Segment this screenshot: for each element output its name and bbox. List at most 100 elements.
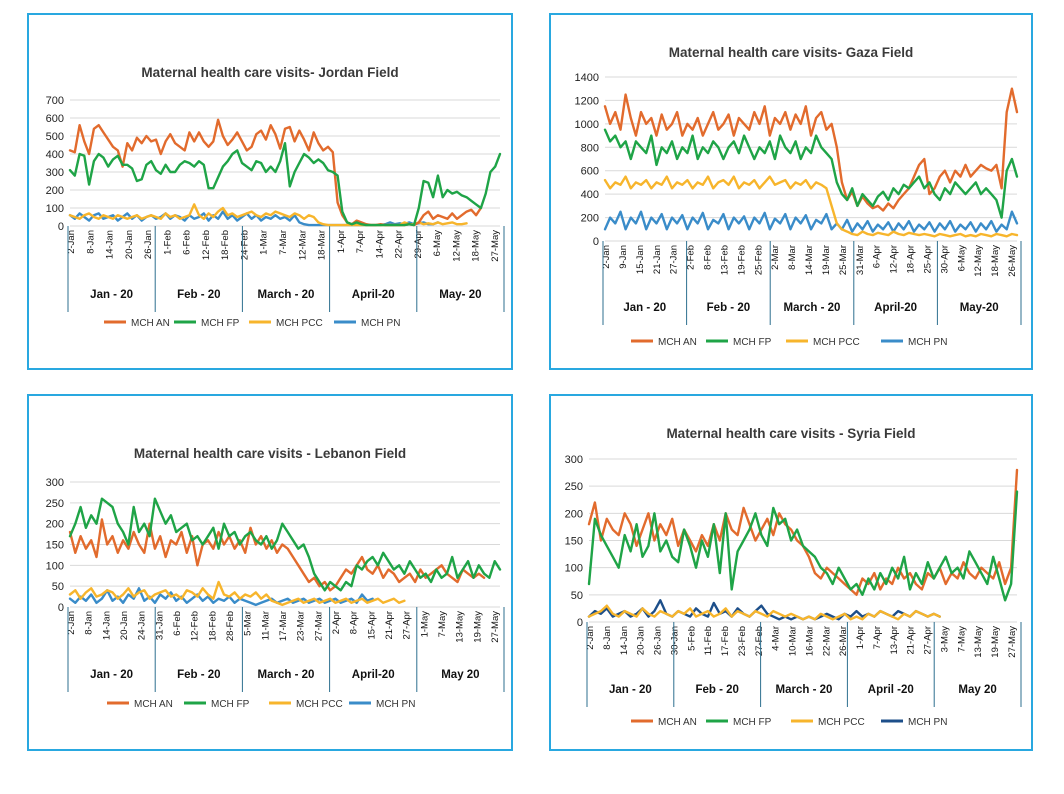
x-tick-label: 9-Jan: [618, 245, 629, 269]
series-line-mch-pcc: [68, 580, 406, 607]
series-line-mch-an: [587, 468, 1019, 597]
x-tick-label: 18-Feb: [207, 611, 218, 641]
x-tick-label: 22-Mar: [821, 626, 832, 656]
x-tick-label: 27-Apr: [402, 611, 413, 640]
x-tick-label: 27-May: [490, 230, 501, 262]
series-line-mch-pcc: [603, 175, 1019, 238]
legend-label: MCH AN: [134, 699, 173, 710]
x-tick-label: 24-Feb: [239, 230, 250, 260]
legend-label: MCH FP: [733, 337, 772, 348]
x-tick-label: 8-Mar: [787, 245, 798, 270]
y-tick-label: 0: [577, 617, 583, 629]
panel-lebanon: Maternal health care visits - Lebanon Fi…: [27, 394, 513, 751]
x-tick-label: 8-Jan: [84, 611, 95, 635]
x-tick-label: 25-Apr: [922, 245, 933, 274]
x-tick-label: 6-May: [432, 230, 443, 257]
panel-syria: Maternal health care visits - Syria Fiel…: [549, 394, 1033, 751]
x-tick-label: 12-Feb: [201, 230, 212, 260]
x-tick-label: 26-Jan: [143, 230, 154, 259]
x-tick-label: 5-Feb: [686, 626, 697, 651]
x-tick-label: 24-Jan: [137, 611, 148, 640]
x-tick-label: 1-Feb: [162, 230, 173, 255]
legend-label: MCH FP: [201, 318, 240, 329]
x-tick-label: 14-Jan: [619, 626, 630, 655]
x-tick-label: 25-Mar: [838, 245, 849, 275]
x-tick-label: 22-Apr: [394, 230, 405, 259]
y-tick-label: 200: [581, 213, 599, 225]
x-tick-label: 23-Mar: [296, 611, 307, 641]
month-group-label: March - 20: [258, 289, 315, 301]
legend-label: MCH PN: [376, 699, 415, 710]
legend-label: MCH PN: [908, 337, 947, 348]
x-tick-label: 2-Apr: [331, 611, 342, 634]
series-line-mch-an: [68, 518, 486, 592]
x-tick-label: 21-Apr: [384, 611, 395, 640]
legend-label: MCH AN: [658, 717, 697, 728]
x-tick-label: 1-May: [419, 611, 430, 638]
y-tick-label: 100: [46, 560, 64, 572]
x-tick-label: 12-May: [451, 230, 462, 262]
y-tick-label: 0: [58, 221, 64, 233]
x-tick-label: 13-Feb: [719, 245, 730, 275]
x-tick-label: 6-Feb: [182, 230, 193, 255]
chart-svg: Maternal health care visits - Syria Fiel…: [565, 426, 1022, 728]
y-tick-label: 200: [565, 508, 583, 520]
x-tick-label: 4-Mar: [771, 626, 782, 651]
x-tick-label: 19-May: [472, 611, 483, 643]
y-tick-label: 250: [46, 498, 64, 510]
x-tick-label: 17-Feb: [720, 626, 731, 656]
x-tick-label: 13-May: [455, 611, 466, 643]
y-tick-label: 250: [565, 481, 583, 493]
month-group-label: March - 20: [776, 684, 833, 696]
y-tick-label: 200: [46, 185, 64, 197]
y-tick-label: 600: [46, 113, 64, 125]
series-line-mch-fp: [603, 128, 1019, 219]
x-tick-label: 26-Jan: [653, 626, 664, 655]
x-tick-label: 10-Mar: [788, 626, 799, 656]
legend-label: MCH FP: [733, 717, 772, 728]
month-group-label: May 20: [441, 669, 479, 681]
chart-title: Maternal health care visits - Syria Fiel…: [666, 426, 915, 441]
x-tick-label: 26-May: [1007, 245, 1018, 277]
x-tick-label: 2-Mar: [770, 245, 781, 270]
legend-label: MCH FP: [211, 699, 250, 710]
y-tick-label: 50: [571, 590, 583, 602]
x-tick-label: 7-May: [956, 626, 967, 653]
x-tick-label: 13-May: [973, 626, 984, 658]
month-group-label: April -20: [868, 684, 914, 696]
x-tick-label: 8-Feb: [703, 245, 714, 270]
x-tick-label: 21-Apr: [906, 626, 917, 655]
x-tick-label: 2-Jan: [66, 230, 77, 254]
chart-title: Maternal health care visits- Gaza Field: [669, 45, 914, 60]
month-group-label: April-20: [352, 669, 395, 681]
series-line-mch-fp: [68, 141, 502, 227]
x-tick-label: 29-Apr: [413, 230, 424, 259]
x-tick-label: 27-Jan: [669, 245, 680, 274]
x-tick-label: 19-Mar: [821, 245, 832, 275]
x-tick-label: 18-Mar: [317, 230, 328, 260]
y-tick-label: 400: [581, 189, 599, 201]
legend-label: MCH PN: [361, 318, 400, 329]
month-group-label: Feb - 20: [707, 302, 750, 314]
x-tick-label: 30-Jan: [669, 626, 680, 655]
chart-title: Maternal health care visits - Lebanon Fi…: [134, 446, 406, 461]
x-tick-label: 27-Feb: [754, 626, 765, 656]
x-tick-label: 11-Mar: [260, 611, 271, 640]
y-tick-label: 50: [52, 581, 64, 593]
month-group-label: May 20: [958, 684, 996, 696]
x-tick-label: 1-Apr: [855, 626, 866, 649]
x-tick-label: 30-Apr: [939, 245, 950, 274]
x-tick-label: 21-Jan: [652, 245, 663, 274]
x-tick-label: 12-May: [973, 245, 984, 277]
month-group-label: March - 20: [784, 302, 841, 314]
x-tick-label: 18-Feb: [220, 230, 231, 260]
x-tick-label: 16-Mar: [804, 626, 815, 656]
x-tick-label: 18-May: [471, 230, 482, 262]
y-tick-label: 100: [46, 203, 64, 215]
month-group-label: May-20: [960, 302, 999, 314]
x-tick-label: 7-Apr: [355, 230, 366, 253]
x-tick-label: 2-Feb: [686, 245, 697, 270]
series-line-mch-pcc: [587, 604, 941, 621]
y-tick-label: 600: [581, 166, 599, 178]
legend-label: MCH PCC: [813, 337, 860, 348]
